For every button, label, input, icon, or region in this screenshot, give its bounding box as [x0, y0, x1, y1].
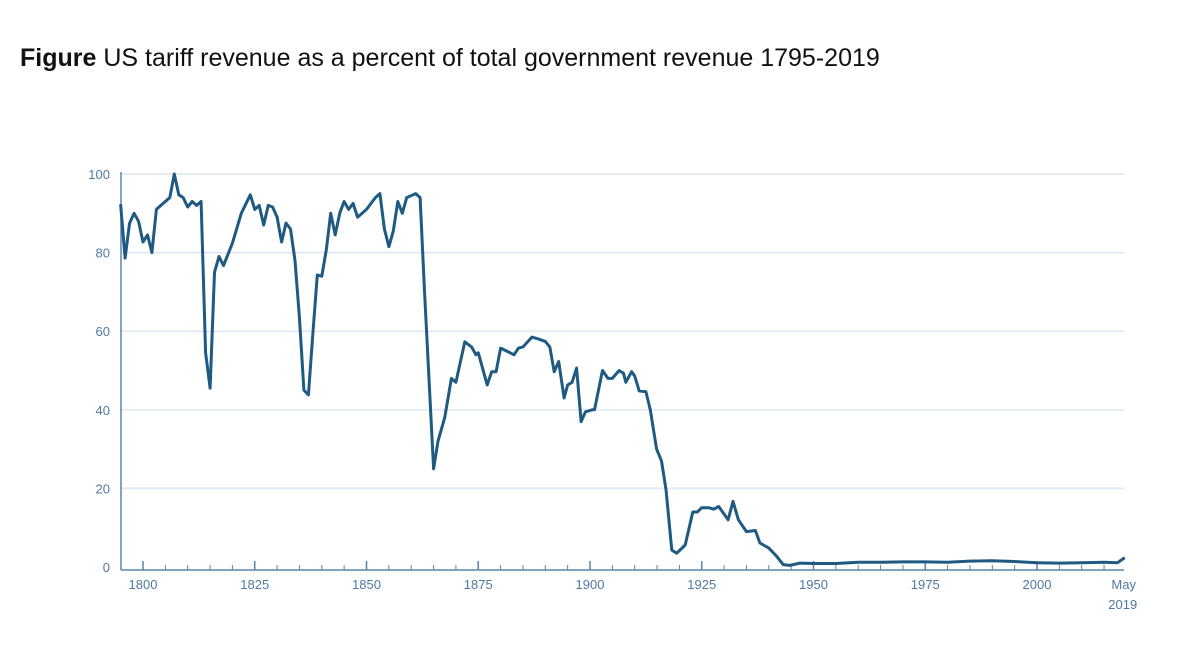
y-tick-label: 100 — [88, 167, 110, 182]
x-tick-label-year: 2019 — [1108, 597, 1137, 612]
x-tick-label: 1900 — [576, 577, 605, 592]
y-tick-label: 40 — [96, 403, 110, 418]
x-tick-label: May — [1111, 577, 1136, 592]
x-tick-label: 1875 — [464, 577, 493, 592]
x-tick-label: 1975 — [911, 577, 940, 592]
x-tick-label: 1950 — [799, 577, 828, 592]
x-tick-label: 1925 — [687, 577, 716, 592]
data-line — [119, 172, 1126, 567]
x-tick-label: 2000 — [1023, 577, 1052, 592]
y-tick-label: 60 — [96, 324, 110, 339]
x-tick-label: 1850 — [352, 577, 381, 592]
y-tick-label: 80 — [96, 246, 110, 261]
title-text: US tariff revenue as a percent of total … — [103, 44, 880, 72]
y-tick-label: 0 — [103, 560, 110, 575]
x-tick-label: 1800 — [129, 577, 158, 592]
x-tick-label: 1825 — [240, 577, 269, 592]
chart-title: Figure US tariff revenue as a percent of… — [20, 44, 880, 73]
y-tick-label: 20 — [96, 481, 110, 496]
title-prefix: Figure — [20, 44, 97, 72]
